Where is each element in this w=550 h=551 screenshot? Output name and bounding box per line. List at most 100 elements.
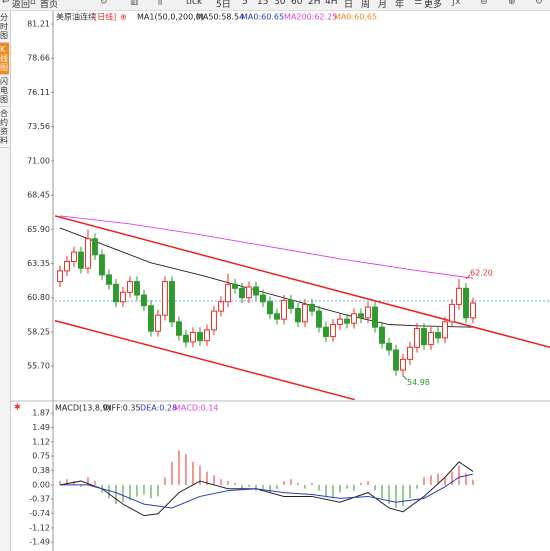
candle-body: [183, 334, 189, 343]
macd-value: MACD:0.14: [174, 404, 219, 413]
toolbar-button[interactable]: tick: [186, 0, 203, 7]
candle-body: [449, 303, 455, 323]
legend-ma: MA1(50,0,200,0): [137, 13, 204, 22]
candle-body: [190, 332, 196, 343]
toolbar-button[interactable]: 更多: [424, 0, 443, 10]
toolbar-button[interactable]: 5: [242, 0, 248, 7]
y-tick-label: 1.87: [32, 409, 50, 418]
sidebar-tab[interactable]: 合约资料: [0, 107, 9, 148]
candle-body: [288, 299, 294, 309]
candle-body: [337, 318, 343, 326]
toolbar-button[interactable]: 4H: [325, 0, 338, 7]
candle-body: [323, 326, 329, 338]
toolbar-icon[interactable]: ↻: [100, 0, 108, 7]
toolbar-icon[interactable]: ↩: [2, 0, 10, 7]
y-tick-label: 71.00: [27, 156, 50, 165]
annotation-tick: [465, 274, 471, 280]
legend-ma0: MA0:60.65: [334, 13, 377, 22]
macd-dea: DEA:0.28: [140, 404, 177, 413]
candle-body: [351, 313, 357, 324]
toolbar-button[interactable]: 月: [378, 0, 388, 10]
toolbar-icon[interactable]: ↻: [535, 0, 543, 7]
candle-body: [71, 251, 77, 262]
candle-body: [344, 318, 350, 324]
candle-body: [64, 260, 70, 272]
indicator-line: [59, 227, 474, 328]
toolbar-button[interactable]: 日: [344, 0, 354, 10]
toolbar: 返回 首页 tick 5日 5 15 30 60 2H 4H 日周月年 更多 ↩ ⌂ ↻ ▥ ⫼ ☰ ƒx ⊖ ⊕ ↻: [0, 0, 550, 11]
toolbar-icon[interactable]: ☰: [414, 0, 423, 7]
y-tick-label: -0.37: [29, 495, 50, 504]
toolbar-button[interactable]: 2H: [308, 0, 321, 7]
indicator-line: [59, 215, 474, 279]
y-tick-label: 0.00: [32, 480, 50, 489]
candle-body: [239, 287, 245, 299]
candle-body: [470, 302, 476, 319]
legend-period: [日线]: [94, 12, 116, 22]
plot: [59, 450, 474, 517]
candle-body: [197, 332, 203, 342]
candle-body: [302, 303, 308, 323]
legend-ma50: MA50:58.54: [196, 13, 244, 22]
annotation-label: 62.20: [470, 268, 493, 277]
candle-body: [463, 287, 469, 319]
candle-body: [246, 286, 252, 299]
toolbar-icon[interactable]: ▥: [130, 0, 139, 7]
candle-body: [393, 349, 399, 371]
candle-body: [232, 283, 238, 289]
candle-body: [120, 291, 126, 303]
legend-ma200: MA200:62.25: [284, 13, 337, 22]
y-tick-label: 63.35: [27, 259, 50, 268]
candle-body: [134, 281, 140, 296]
candle-body: [162, 281, 168, 316]
macd-line: [59, 473, 474, 509]
y-tick-label: 76.11: [27, 88, 50, 97]
y-tick-label: 55.70: [27, 362, 50, 371]
candle-body: [57, 270, 63, 283]
candle-body: [309, 303, 315, 312]
candle-body: [428, 332, 434, 346]
macd-line: [59, 461, 474, 517]
candle-body: [78, 251, 84, 269]
toolbar-button[interactable]: 15: [257, 0, 269, 7]
candle-body: [127, 281, 133, 293]
candle-body: [435, 332, 441, 339]
candle-body: [211, 310, 217, 331]
legend-icon: ⊕: [120, 13, 127, 22]
toolbar-icon[interactable]: ⫼: [158, 0, 163, 7]
y-tick-label: 78.66: [27, 54, 50, 63]
toolbar-button[interactable]: 30: [274, 0, 286, 7]
macd-icon: ✱: [14, 403, 21, 412]
plot: [55, 215, 550, 400]
y-tick-label: -0.74: [29, 509, 50, 518]
y-tick-label: 0.75: [32, 452, 50, 461]
y-tick-label: -1.12: [29, 523, 50, 532]
sidebar-tab[interactable]: 分时图: [0, 11, 9, 43]
candle-body: [218, 301, 224, 312]
toolbar-button[interactable]: 首页: [40, 0, 59, 10]
toolbar-icon[interactable]: ƒx: [452, 0, 461, 7]
candle-body: [400, 358, 406, 371]
candle-body: [414, 328, 420, 348]
toolbar-button[interactable]: 返回: [12, 0, 31, 10]
toolbar-button[interactable]: 60: [291, 0, 303, 7]
toolbar-button[interactable]: 年: [395, 0, 405, 10]
sidebar-tab[interactable]: K线图: [0, 43, 9, 75]
y-tick-label: 1.49: [32, 423, 50, 432]
y-tick-label: 81.21: [27, 20, 50, 29]
candle-body: [176, 321, 182, 336]
toolbar-button[interactable]: 5日: [216, 0, 231, 10]
toolbar-icon[interactable]: ⊖: [480, 0, 488, 7]
toolbar-button[interactable]: 周: [361, 0, 371, 10]
candle-body: [267, 301, 273, 315]
toolbar-icon[interactable]: ⊕: [508, 0, 516, 7]
candle-body: [386, 342, 392, 351]
y-tick-label: 58.25: [27, 327, 50, 336]
candle-body: [225, 283, 231, 303]
macd-diff: DIFF:0.35: [103, 404, 141, 413]
candle-body: [442, 321, 448, 339]
toolbar-icon[interactable]: ⌂: [30, 0, 36, 7]
sidebar-tab[interactable]: 闪电图: [0, 75, 9, 107]
candle-body: [85, 238, 91, 269]
